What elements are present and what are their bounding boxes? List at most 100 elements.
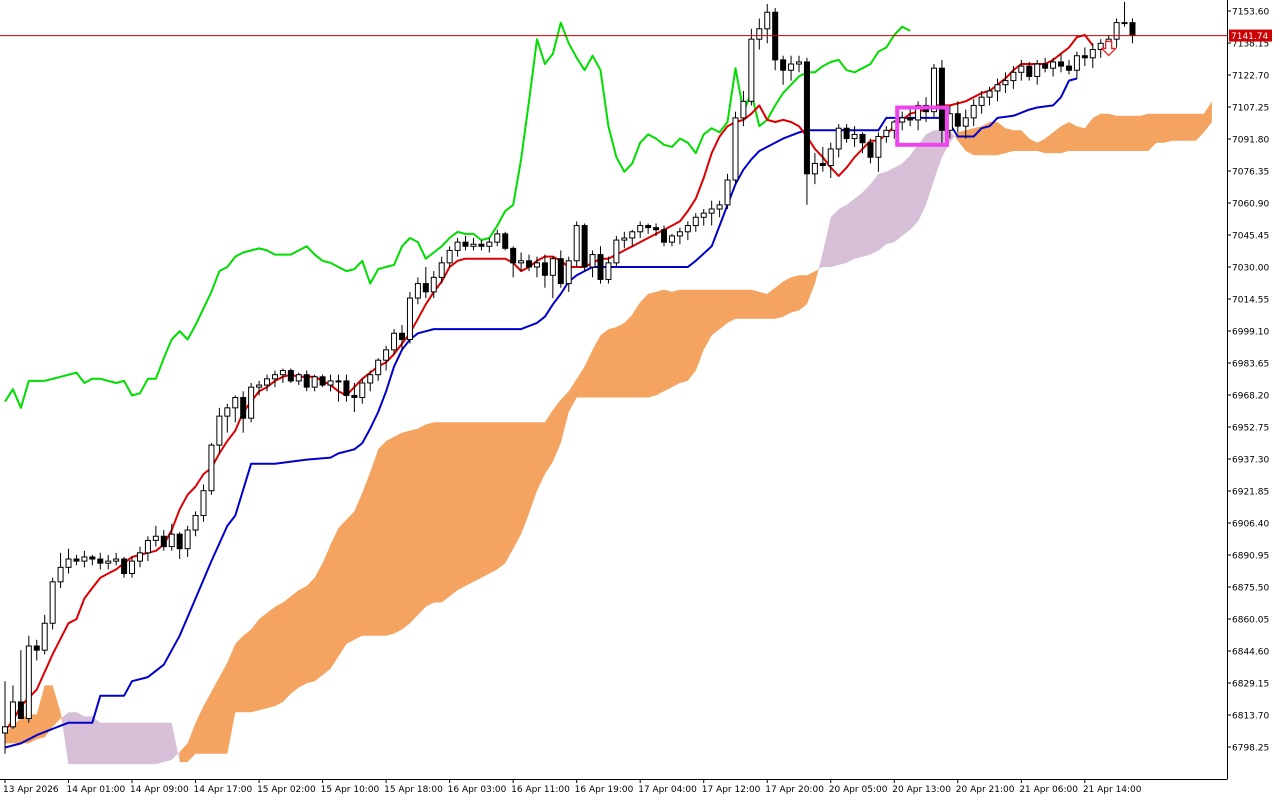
candle: [803, 57, 810, 205]
candle-body-up: [256, 384, 263, 388]
candle-body-down: [819, 162, 826, 167]
candle-body-up: [899, 117, 906, 123]
candle: [1026, 61, 1033, 81]
candle: [184, 525, 191, 557]
x-tick-label: 16 Apr 03:00: [448, 785, 507, 795]
candle: [129, 556, 136, 578]
candle: [851, 126, 858, 147]
candle: [2, 681, 8, 754]
x-tick-label: 20 Apr 21:00: [956, 785, 1015, 795]
candle: [248, 382, 255, 423]
candle: [97, 552, 104, 570]
candle-body-up: [605, 262, 612, 280]
candle-body-down: [938, 67, 945, 131]
candle-body-up: [915, 104, 922, 121]
candle-body-down: [478, 243, 485, 247]
y-tick-label: 6937.30: [1232, 456, 1269, 466]
candle-body-down: [502, 233, 509, 249]
candle-body-down: [399, 332, 405, 340]
candle: [605, 256, 612, 284]
candle: [994, 78, 1001, 102]
candle-body-up: [994, 84, 1001, 92]
candle: [827, 142, 834, 178]
candle-body-down: [557, 258, 564, 285]
candle: [1034, 59, 1041, 85]
candle: [518, 252, 525, 272]
candle: [1113, 18, 1120, 48]
candle: [756, 18, 763, 50]
y-tick-label: 6906.40: [1232, 520, 1269, 530]
candle-body-up: [200, 490, 207, 517]
candle-body-up: [1121, 22, 1128, 25]
candle-body-up: [637, 225, 644, 233]
candle: [986, 86, 993, 106]
candle-body-up: [25, 645, 32, 720]
current-price-label: 7141.74: [1231, 32, 1268, 42]
candle: [740, 90, 747, 127]
candle-body-up: [152, 535, 159, 541]
cloud-bullish: [5, 685, 63, 744]
y-tick-label: 6829.15: [1232, 680, 1269, 690]
candle: [780, 55, 787, 85]
candle: [335, 374, 342, 402]
candle: [264, 374, 271, 392]
candle: [645, 223, 652, 234]
candle-body-up: [486, 241, 493, 247]
candle-body-up: [668, 235, 675, 243]
candle-body-up: [788, 63, 795, 71]
candle: [581, 223, 588, 272]
candle-body-up: [811, 162, 818, 175]
candle: [224, 403, 231, 433]
candle-body-up: [184, 529, 191, 550]
x-tick-label: 15 Apr 18:00: [384, 785, 443, 795]
candle-body-down: [597, 254, 604, 280]
candle-body-up: [613, 239, 620, 264]
candle: [232, 395, 239, 423]
candle: [533, 256, 540, 278]
candle: [57, 552, 64, 589]
x-tick-label: 20 Apr 13:00: [892, 785, 951, 795]
y-tick-label: 7030.00: [1232, 264, 1269, 274]
candle: [9, 685, 16, 729]
y-tick-label: 6875.50: [1232, 584, 1269, 594]
overlays: [0, 35, 1227, 147]
candle: [930, 64, 937, 118]
candle-body-up: [57, 566, 64, 583]
candle: [867, 138, 874, 164]
candle-body-up: [700, 212, 707, 218]
candle-body-up: [676, 231, 683, 237]
candle-body-up: [1089, 49, 1096, 59]
x-tick-label: 14 Apr 09:00: [130, 785, 189, 795]
candle-body-up: [756, 28, 763, 40]
y-tick-label: 6860.05: [1232, 616, 1269, 626]
y-tick-label: 7076.35: [1232, 168, 1269, 178]
candle: [732, 111, 739, 185]
candle: [796, 55, 802, 73]
candle: [510, 246, 517, 278]
candle-body-up: [708, 208, 715, 214]
x-tick-label: 15 Apr 10:00: [321, 785, 380, 795]
candle: [1089, 43, 1096, 69]
candle-body-up: [851, 133, 858, 140]
candle-body-down: [73, 558, 80, 562]
cloud-bearish: [62, 712, 180, 765]
candle: [1002, 72, 1009, 94]
candle-body-up: [192, 515, 199, 531]
candle: [883, 126, 890, 143]
candle: [859, 132, 866, 154]
candle: [406, 291, 413, 344]
y-tick-label: 6952.75: [1232, 424, 1269, 434]
x-tick-label: 16 Apr 19:00: [575, 785, 634, 795]
candle: [1058, 53, 1065, 73]
candle: [168, 523, 175, 551]
candle: [1121, 1, 1128, 27]
x-tick-label: 15 Apr 02:00: [257, 785, 316, 795]
candle-body-up: [470, 243, 477, 247]
candle: [152, 525, 159, 547]
candle: [73, 554, 80, 566]
candle: [216, 407, 223, 454]
candle-body-up: [208, 444, 215, 492]
candle-body-up: [414, 283, 421, 299]
candle: [502, 231, 509, 251]
candle: [684, 221, 691, 241]
